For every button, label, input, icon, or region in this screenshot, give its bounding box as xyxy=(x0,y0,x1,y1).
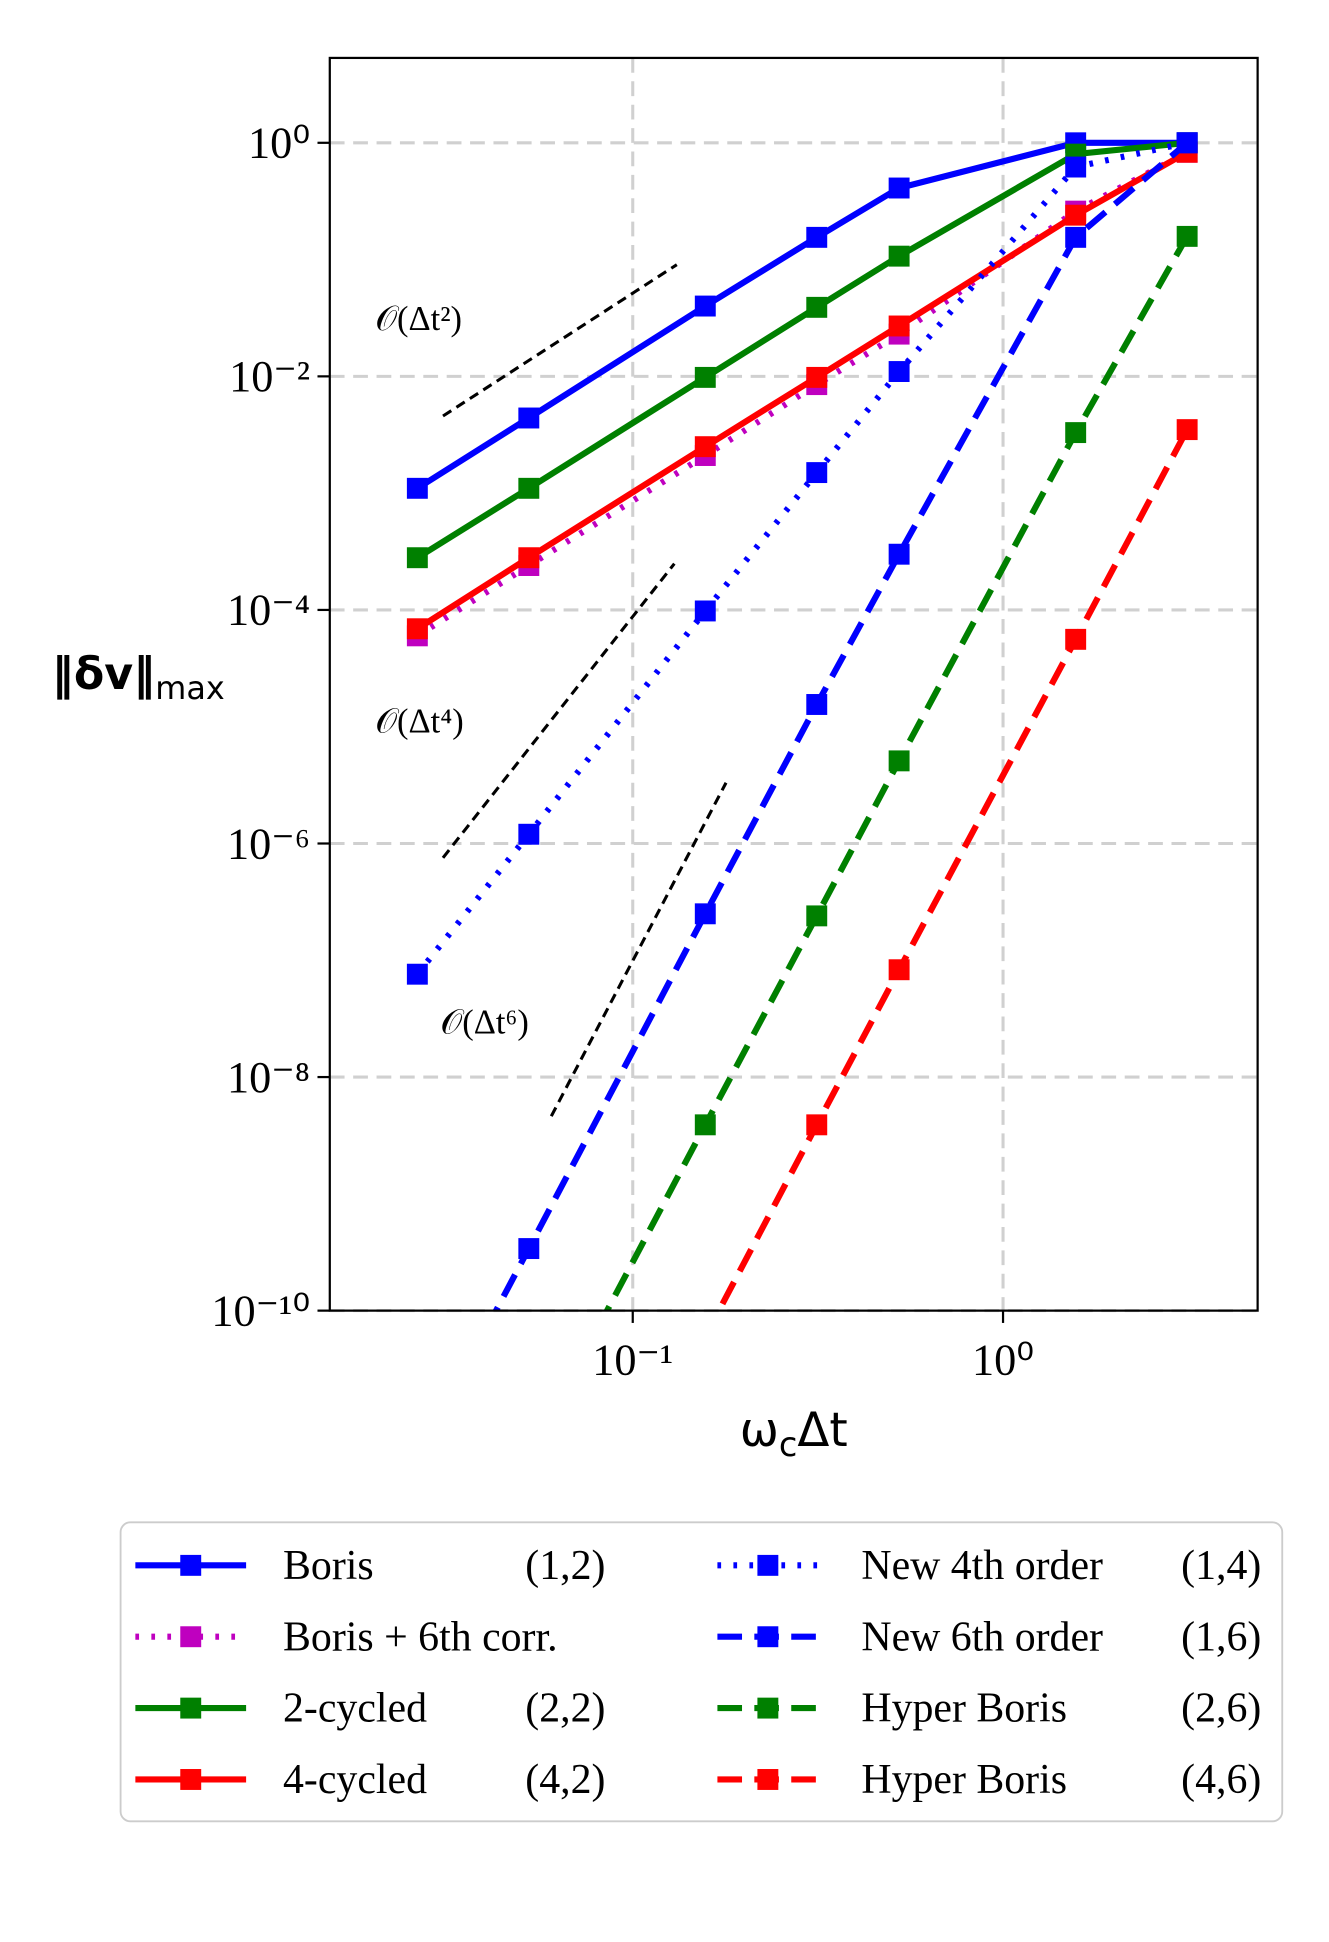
marker xyxy=(406,618,428,640)
marker xyxy=(1065,226,1087,248)
legend-marker xyxy=(180,1697,202,1719)
legend-marker xyxy=(757,1697,779,1719)
legend-order: (1,4) xyxy=(1181,1543,1261,1589)
legend-order: (1,2) xyxy=(525,1543,605,1589)
marker xyxy=(518,547,540,569)
marker xyxy=(888,750,910,772)
x-tick-label: 10⁰ xyxy=(972,1336,1034,1385)
marker xyxy=(694,295,716,317)
legend-marker xyxy=(757,1626,779,1648)
legend-order: (2,2) xyxy=(525,1686,605,1732)
marker xyxy=(806,694,828,715)
guide-line xyxy=(442,263,678,418)
y-tick-label: 10⁻¹⁰ xyxy=(211,1286,310,1335)
marker xyxy=(806,226,828,248)
annotation: 𝒪(Δt²) xyxy=(375,300,462,338)
legend-marker xyxy=(180,1769,202,1790)
marker xyxy=(518,477,540,499)
marker xyxy=(888,177,910,199)
y-axis-label: ‖δv‖max xyxy=(52,649,225,707)
marker xyxy=(806,366,828,388)
marker xyxy=(518,823,540,845)
legend-marker xyxy=(180,1626,202,1648)
marker xyxy=(1176,419,1198,441)
marker xyxy=(888,959,910,981)
marker xyxy=(406,547,428,569)
marker xyxy=(1065,628,1087,650)
marker xyxy=(518,1238,540,1260)
series-group xyxy=(406,132,1198,1311)
label-part: Δt xyxy=(797,1404,847,1458)
legend-marker xyxy=(757,1769,779,1790)
annotation: 𝒪(Δt⁶) xyxy=(441,1004,529,1042)
marker xyxy=(888,361,910,382)
marker xyxy=(888,245,910,267)
marker xyxy=(694,366,716,388)
axes: 10⁻¹ 10⁰ 10⁰ 10⁻² 10⁻⁴ 10⁻⁶ 10⁻⁸ 10⁻¹⁰ xyxy=(211,119,1034,1385)
legend-frame xyxy=(119,1521,1284,1823)
label-part: max xyxy=(155,669,224,707)
y-tick-label: 10⁻⁸ xyxy=(227,1053,310,1102)
marker xyxy=(518,407,540,429)
guides xyxy=(441,263,728,1117)
x-axis-label: ωcΔt xyxy=(740,1404,848,1464)
annotation: 𝒪(Δt⁴) xyxy=(375,702,463,740)
legend-marker xyxy=(757,1554,779,1576)
marker xyxy=(806,905,828,927)
legend-label: Hyper Boris xyxy=(861,1757,1067,1803)
y-tick-label: 10⁻² xyxy=(229,352,310,401)
marker xyxy=(406,963,428,985)
legend-label: 2-cycled xyxy=(283,1686,427,1732)
marker xyxy=(806,462,828,484)
marker xyxy=(694,600,716,622)
legend-marker xyxy=(180,1554,202,1576)
marker xyxy=(1065,156,1087,178)
y-tick-label: 10⁻⁴ xyxy=(227,586,310,635)
marker xyxy=(806,296,828,318)
legend-label: New 4th order xyxy=(861,1543,1103,1589)
series-line xyxy=(603,234,1190,1311)
legend-label: Hyper Boris xyxy=(861,1686,1067,1732)
marker xyxy=(406,477,428,499)
legend-label: New 6th order xyxy=(861,1614,1103,1660)
label-part: ‖δv‖ xyxy=(52,649,156,700)
legend-label: Boris xyxy=(283,1543,374,1589)
x-tick-label: 10⁻¹ xyxy=(592,1336,673,1385)
legend-order: (1,6) xyxy=(1181,1614,1261,1660)
legend-label: Boris + 6th corr. xyxy=(283,1614,558,1660)
marker xyxy=(694,903,716,925)
guide-line xyxy=(549,782,728,1117)
label-part: c xyxy=(779,1425,798,1464)
legend-order: (2,6) xyxy=(1181,1686,1261,1732)
guide-line xyxy=(441,562,676,859)
marker xyxy=(806,1114,828,1136)
legend-order: (4,2) xyxy=(525,1757,605,1803)
marker xyxy=(694,436,716,458)
marker xyxy=(1065,204,1087,226)
label-part: ω xyxy=(740,1404,779,1458)
marker xyxy=(1176,225,1198,247)
marker xyxy=(694,1114,716,1136)
legend: Boris (1,2) Boris + 6th corr. 2-cycled (2,2)… xyxy=(135,1543,1261,1803)
marker xyxy=(1065,422,1087,444)
marker xyxy=(1176,132,1198,154)
marker xyxy=(888,315,910,337)
plot-frame xyxy=(328,56,1259,1312)
legend-label: 4-cycled xyxy=(283,1757,427,1803)
y-tick-label: 10⁰ xyxy=(248,119,310,168)
legend-order: (4,6) xyxy=(1181,1757,1261,1803)
y-tick-label: 10⁻⁶ xyxy=(227,819,310,868)
marker xyxy=(888,543,910,565)
